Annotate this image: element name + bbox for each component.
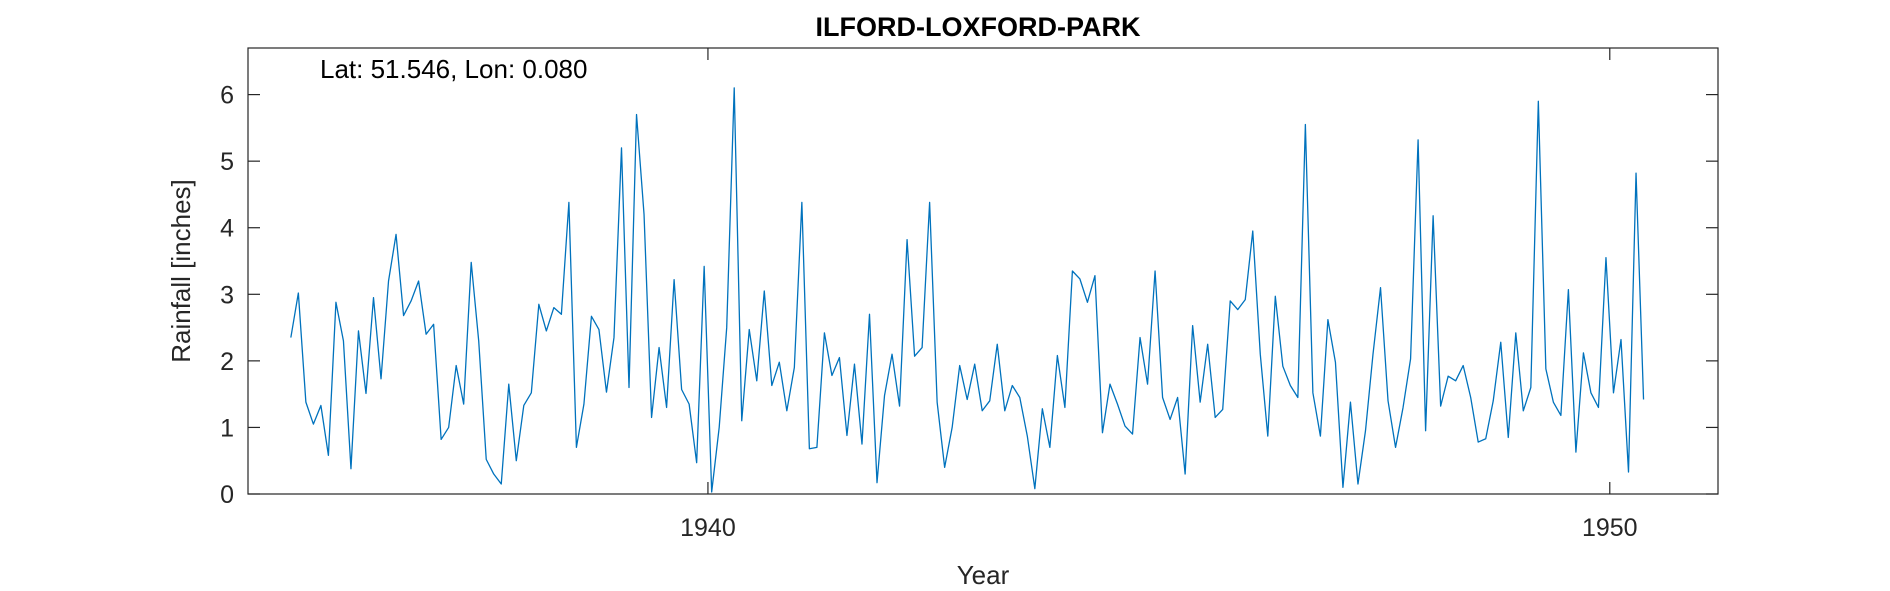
y-tick-label: 4 — [220, 215, 234, 243]
rainfall-series-line — [290, 87, 1645, 493]
y-tick-label: 3 — [220, 281, 234, 309]
y-tick-label: 6 — [220, 82, 234, 110]
location-annotation: Lat: 51.546, Lon: 0.080 — [320, 54, 587, 84]
x-axis-label: Year — [957, 560, 1010, 590]
y-tick-label: 0 — [220, 481, 234, 509]
plot-area-frame — [247, 47, 1719, 495]
axis-tick-labels: 0 1 2 3 4 5 6 1940 1950 — [220, 82, 1637, 542]
x-tick-label: 1950 — [1582, 514, 1638, 542]
y-tick-label: 2 — [220, 348, 234, 376]
y-tick-label: 1 — [220, 414, 234, 442]
y-tick-label: 5 — [220, 148, 234, 176]
x-tick-label: 1940 — [680, 514, 736, 542]
axis-ticks — [248, 48, 1718, 495]
y-axis-label: Rainfall [inches] — [166, 179, 196, 363]
chart-title: ILFORD-LOXFORD-PARK — [816, 12, 1141, 42]
